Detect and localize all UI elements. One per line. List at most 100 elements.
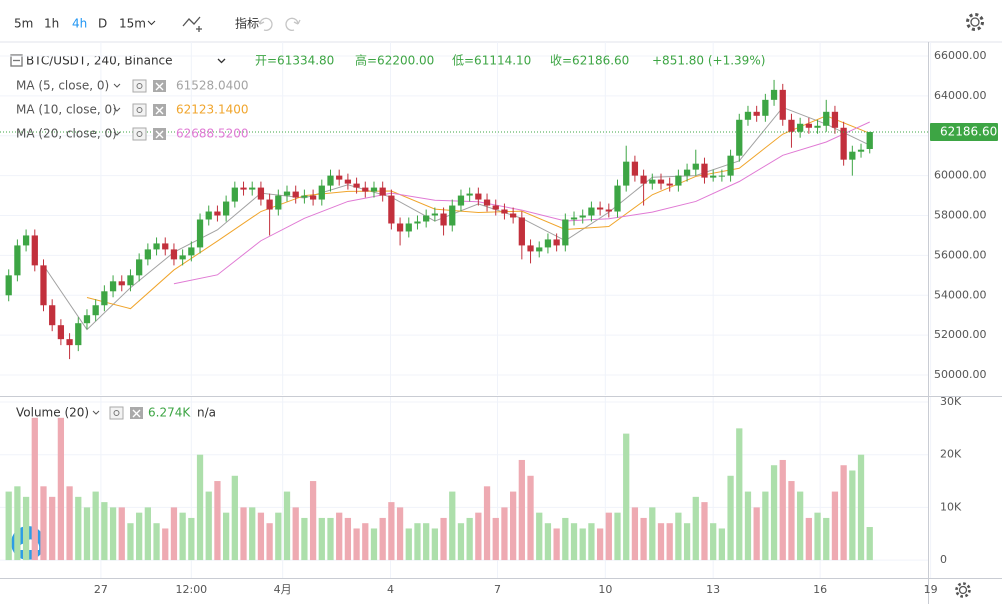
candle-body	[101, 291, 108, 306]
volume-bar	[127, 523, 134, 561]
symbol-caret[interactable]	[217, 58, 226, 64]
volume-bar	[370, 528, 378, 561]
candle-body	[762, 99, 769, 116]
volume-bar	[136, 512, 143, 561]
candle-body	[14, 245, 21, 276]
volume-bar	[579, 528, 586, 561]
legend-caret[interactable]	[92, 410, 100, 415]
volume-bar	[196, 454, 204, 561]
volume-bar	[431, 528, 438, 561]
volume-bar	[249, 507, 256, 561]
candle-body	[866, 132, 873, 150]
volume-bar	[623, 433, 630, 561]
axis-settings[interactable]	[958, 585, 968, 595]
candle-body	[536, 247, 543, 252]
y-tick-label: 54000.00	[934, 288, 987, 301]
candle-body	[136, 259, 143, 276]
candle-body	[457, 195, 465, 206]
candle-body	[414, 221, 421, 224]
settings-icon-teeth	[966, 13, 984, 31]
indicators-button[interactable]: 指标	[235, 16, 259, 31]
volume-bar	[405, 528, 412, 561]
volume-bar	[423, 523, 430, 561]
interval-button[interactable]: 5m	[14, 17, 33, 31]
settings-icon[interactable]	[970, 17, 980, 27]
volume-bar	[309, 481, 317, 561]
ma-line	[86, 115, 870, 310]
x-tick-label: 7	[494, 583, 501, 596]
x-tick-label: 27	[94, 583, 108, 596]
volume-bar	[40, 486, 47, 561]
last-price-label: 62186.60	[940, 125, 997, 139]
candle-body	[857, 149, 865, 152]
collapse-icon[interactable]	[10, 54, 23, 67]
volume-bar	[501, 507, 508, 561]
toolbar-icons	[10, 13, 984, 598]
redo[interactable]	[285, 17, 301, 31]
x-tick-label: 16	[813, 583, 827, 596]
volume-tick-label: 10K	[940, 500, 962, 513]
candle-body	[405, 223, 412, 232]
volume-bar	[457, 523, 465, 561]
ma-legend-value: 62688.5200	[176, 127, 249, 141]
visibility-icon[interactable]	[132, 103, 147, 117]
x-tick-label: 19	[924, 583, 938, 596]
visibility-icon[interactable]	[132, 127, 147, 141]
volume-bar	[831, 491, 839, 561]
candle-body	[692, 163, 699, 170]
candle-body	[249, 187, 256, 190]
volume-bar	[66, 486, 73, 561]
volume-bar	[466, 517, 473, 561]
visibility-icon[interactable]	[109, 406, 124, 420]
volume-bar	[736, 428, 743, 561]
candle-body	[631, 161, 639, 176]
candle-body	[257, 187, 265, 200]
volume-bar	[631, 507, 639, 561]
candle-body	[562, 219, 569, 246]
volume-bar	[336, 512, 343, 561]
y-tick-label: 50000.00	[934, 368, 987, 381]
volume-bar	[596, 528, 604, 561]
y-tick-label: 64000.00	[934, 89, 987, 102]
candle-body	[344, 179, 352, 184]
volume-bar	[718, 528, 726, 561]
interval-button[interactable]: 4h	[72, 17, 87, 31]
visibility-icon[interactable]	[132, 79, 147, 93]
ohlc-label: 低=61114.10	[452, 54, 531, 68]
candle-body	[22, 235, 30, 246]
volume-bar	[657, 523, 665, 561]
candle-body	[431, 213, 438, 216]
undo[interactable]	[257, 17, 273, 31]
candle-body	[449, 205, 456, 226]
indicator-icon[interactable]	[182, 16, 201, 27]
volume-bar	[649, 507, 656, 561]
volume-bar	[744, 491, 752, 561]
volume-bar	[823, 517, 830, 561]
x-tick-label: 13	[706, 583, 720, 596]
candle-body	[570, 217, 578, 220]
volume-bar	[510, 491, 517, 561]
candle-body	[727, 155, 734, 176]
interval-button[interactable]: D	[98, 17, 107, 31]
interval-button[interactable]: 1h	[44, 17, 59, 31]
candle-body	[605, 209, 612, 212]
interval-caret[interactable]	[147, 20, 156, 26]
volume-bar	[301, 517, 308, 561]
legend-caret[interactable]	[113, 107, 121, 112]
interval-button[interactable]: 15m	[119, 17, 146, 31]
candle-body	[701, 163, 708, 178]
volume-bar	[753, 507, 760, 561]
candle-body	[118, 281, 125, 286]
indicator-plus	[196, 26, 202, 32]
legend-caret[interactable]	[113, 131, 121, 136]
axis-settings-teeth	[955, 582, 971, 598]
volume-bar	[710, 523, 717, 561]
volume-bar	[527, 475, 534, 561]
legend-caret[interactable]	[113, 83, 121, 88]
candle-body	[327, 175, 334, 186]
candle-body	[579, 215, 586, 218]
volume-bar	[292, 507, 299, 561]
candle-body	[736, 119, 743, 156]
ma-legend-value: 61528.0400	[176, 79, 249, 93]
